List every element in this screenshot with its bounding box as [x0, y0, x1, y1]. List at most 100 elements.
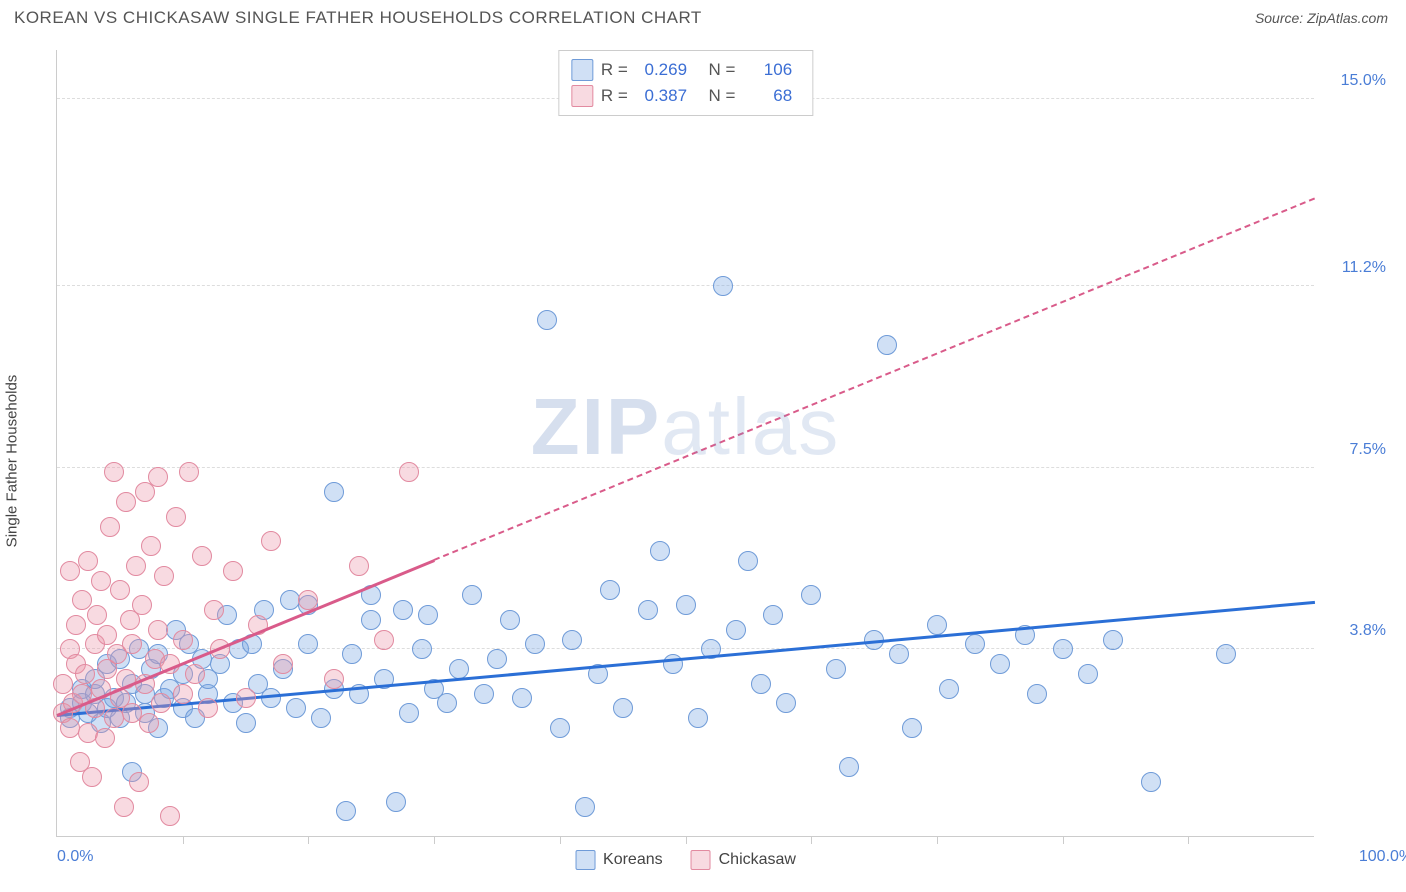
koreans-swatch	[571, 59, 593, 81]
koreans-point	[500, 610, 520, 630]
koreans-point	[927, 615, 947, 635]
koreans-point	[236, 713, 256, 733]
koreans-point	[280, 590, 300, 610]
series-legend-koreans: Koreans	[575, 850, 663, 870]
koreans-point	[487, 649, 507, 669]
koreans-point	[298, 634, 318, 654]
koreans-point	[638, 600, 658, 620]
koreans-point	[562, 630, 582, 650]
x-tick	[1188, 836, 1189, 844]
koreans-point	[537, 310, 557, 330]
x-tick	[183, 836, 184, 844]
koreans-point	[286, 698, 306, 718]
r-label: R =	[601, 60, 633, 80]
correlation-legend: R = 0.269 N = 106R = 0.387 N = 68	[558, 50, 813, 116]
series-label: Koreans	[603, 851, 663, 869]
koreans-point	[386, 792, 406, 812]
chickasaw-point	[75, 664, 95, 684]
chickasaw-point	[173, 684, 193, 704]
chickasaw-point	[126, 556, 146, 576]
y-axis-label: Single Father Households	[4, 311, 21, 611]
chickasaw-swatch	[571, 85, 593, 107]
koreans-point	[399, 703, 419, 723]
x-tick-label-end: 100.0%	[1359, 848, 1406, 866]
chickasaw-point	[82, 767, 102, 787]
koreans-point	[437, 693, 457, 713]
chickasaw-point	[66, 615, 86, 635]
chickasaw-point	[129, 772, 149, 792]
koreans-point	[713, 276, 733, 296]
koreans-point	[1141, 772, 1161, 792]
koreans-point	[336, 801, 356, 821]
koreans-point	[902, 718, 922, 738]
n-label: N =	[699, 60, 740, 80]
chickasaw-point	[173, 630, 193, 650]
chickasaw-point	[60, 561, 80, 581]
x-tick	[560, 836, 561, 844]
chickasaw-point	[110, 580, 130, 600]
koreans-point	[676, 595, 696, 615]
chickasaw-point	[116, 492, 136, 512]
gridline	[57, 467, 1314, 468]
chickasaw-point	[324, 669, 344, 689]
chickasaw-point	[91, 571, 111, 591]
n-label: N =	[699, 86, 740, 106]
koreans-point	[613, 698, 633, 718]
series-legend-chickasaw: Chickasaw	[691, 850, 796, 870]
chickasaw-point	[399, 462, 419, 482]
source-link[interactable]: ZipAtlas.com	[1307, 10, 1388, 26]
n-value: 106	[748, 60, 796, 80]
koreans-point	[839, 757, 859, 777]
koreans-point	[261, 688, 281, 708]
chickasaw-point	[122, 634, 142, 654]
koreans-point	[342, 644, 362, 664]
chickasaw-point	[204, 600, 224, 620]
legend-row-koreans: R = 0.269 N = 106	[571, 57, 796, 83]
x-tick	[937, 836, 938, 844]
chickasaw-point	[53, 674, 73, 694]
koreans-point	[1103, 630, 1123, 650]
koreans-point	[965, 634, 985, 654]
chickasaw-trendline	[434, 198, 1315, 561]
koreans-point	[525, 634, 545, 654]
koreans-point	[600, 580, 620, 600]
chickasaw-point	[198, 698, 218, 718]
chickasaw-point	[154, 566, 174, 586]
chickasaw-point	[78, 551, 98, 571]
n-value: 68	[748, 86, 796, 106]
koreans-point	[763, 605, 783, 625]
koreans-point	[1078, 664, 1098, 684]
chickasaw-point	[148, 620, 168, 640]
koreans-point	[990, 654, 1010, 674]
koreans-point	[412, 639, 432, 659]
legend-row-chickasaw: R = 0.387 N = 68	[571, 83, 796, 109]
chickasaw-point	[148, 467, 168, 487]
chickasaw-point	[185, 664, 205, 684]
chickasaw-swatch	[691, 850, 711, 870]
koreans-point	[1053, 639, 1073, 659]
chickasaw-point	[60, 718, 80, 738]
chickasaw-point	[236, 688, 256, 708]
chickasaw-point	[104, 462, 124, 482]
koreans-point	[939, 679, 959, 699]
koreans-point	[449, 659, 469, 679]
koreans-point	[726, 620, 746, 640]
source-prefix: Source:	[1255, 10, 1307, 26]
chickasaw-point	[151, 693, 171, 713]
source-credit: Source: ZipAtlas.com	[1255, 10, 1388, 26]
koreans-point	[393, 600, 413, 620]
y-tick-label: 15.0%	[1326, 72, 1386, 90]
koreans-point	[474, 684, 494, 704]
koreans-point	[826, 659, 846, 679]
x-tick	[308, 836, 309, 844]
series-legend: Koreans Chickasaw	[575, 850, 796, 870]
koreans-point	[801, 585, 821, 605]
chickasaw-point	[87, 605, 107, 625]
chickasaw-point	[141, 536, 161, 556]
koreans-point	[311, 708, 331, 728]
y-tick-label: 3.8%	[1326, 622, 1386, 640]
chickasaw-point	[160, 806, 180, 826]
chickasaw-point	[223, 561, 243, 581]
x-tick-label-start: 0.0%	[57, 848, 93, 866]
r-value: 0.387	[641, 86, 692, 106]
